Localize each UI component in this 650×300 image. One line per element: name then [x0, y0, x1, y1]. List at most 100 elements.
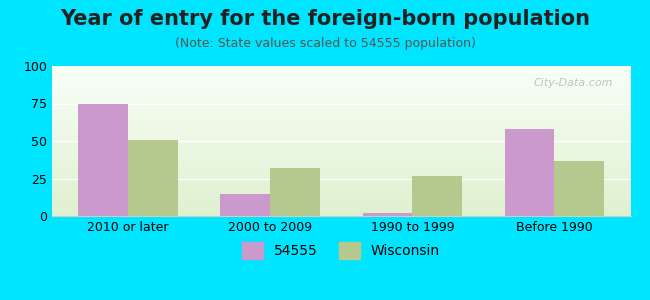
Bar	[52, 182, 630, 183]
Bar	[52, 69, 630, 70]
Bar	[52, 148, 630, 150]
Bar	[52, 70, 630, 72]
Bar	[52, 194, 630, 195]
Bar	[52, 108, 630, 110]
Bar	[52, 174, 630, 176]
Bar	[52, 208, 630, 210]
Text: City-Data.com: City-Data.com	[534, 78, 613, 88]
Bar	[52, 176, 630, 177]
Bar	[52, 189, 630, 190]
Bar	[52, 100, 630, 102]
Bar	[52, 186, 630, 188]
Bar	[52, 188, 630, 189]
Bar	[52, 94, 630, 96]
Bar	[270, 168, 320, 216]
Bar	[52, 167, 630, 168]
Bar	[52, 93, 630, 94]
Bar	[52, 141, 630, 142]
Bar	[52, 90, 630, 92]
Bar	[52, 138, 630, 140]
Bar	[52, 213, 630, 214]
Bar	[128, 140, 178, 216]
Bar	[52, 105, 630, 106]
Bar	[52, 76, 630, 78]
Bar	[52, 198, 630, 200]
Bar	[52, 85, 630, 87]
Bar	[52, 214, 630, 216]
Bar	[52, 177, 630, 178]
Bar	[52, 202, 630, 204]
Bar	[52, 136, 630, 138]
Bar	[52, 158, 630, 159]
Bar	[52, 120, 630, 122]
Bar	[52, 98, 630, 99]
Bar	[52, 178, 630, 180]
Bar	[52, 146, 630, 147]
Bar	[52, 135, 630, 136]
Bar	[52, 78, 630, 80]
Bar	[52, 162, 630, 164]
Bar	[52, 169, 630, 171]
Bar	[52, 92, 630, 93]
Bar	[52, 134, 630, 135]
Bar	[52, 165, 630, 166]
Bar	[52, 106, 630, 108]
Bar	[52, 132, 630, 134]
Bar	[52, 153, 630, 154]
Bar	[52, 75, 630, 76]
Bar	[52, 126, 630, 128]
Legend: 54555, Wisconsin: 54555, Wisconsin	[235, 235, 447, 266]
Bar	[52, 168, 630, 170]
Bar	[52, 160, 630, 162]
Bar	[52, 150, 630, 152]
Bar	[52, 74, 630, 75]
Bar	[52, 118, 630, 120]
Bar	[52, 152, 630, 153]
Bar	[52, 87, 630, 88]
Bar	[52, 200, 630, 201]
Bar	[52, 102, 630, 104]
Bar	[52, 96, 630, 98]
Bar	[52, 114, 630, 116]
Bar	[52, 156, 630, 158]
Bar	[52, 154, 630, 156]
Bar	[52, 80, 630, 81]
Bar	[52, 99, 630, 100]
Bar	[52, 72, 630, 74]
Bar	[52, 68, 630, 69]
Bar	[52, 116, 630, 117]
Bar	[52, 82, 630, 84]
Bar	[52, 117, 630, 118]
Bar	[52, 144, 630, 146]
Bar	[52, 180, 630, 182]
Bar	[52, 201, 630, 202]
Bar	[52, 147, 630, 148]
Bar	[52, 159, 630, 160]
Bar	[52, 129, 630, 130]
Bar	[52, 124, 630, 126]
Bar	[52, 195, 630, 196]
Bar	[52, 140, 630, 141]
Bar	[52, 207, 630, 208]
Bar	[52, 103, 630, 105]
Bar	[52, 110, 630, 111]
Bar	[78, 103, 128, 216]
Bar	[52, 210, 630, 212]
Bar	[52, 142, 630, 144]
Bar	[52, 172, 630, 174]
Bar	[363, 213, 412, 216]
Bar	[52, 88, 630, 90]
Bar	[52, 123, 630, 124]
Bar	[52, 171, 630, 172]
Bar	[52, 196, 630, 198]
Bar	[52, 128, 630, 129]
Bar	[504, 129, 554, 216]
Bar	[52, 111, 630, 112]
Bar	[52, 212, 630, 213]
Bar	[554, 160, 604, 216]
Bar	[52, 112, 630, 114]
Bar	[220, 194, 270, 216]
Bar	[52, 204, 630, 206]
Bar	[52, 183, 630, 184]
Bar	[52, 66, 630, 68]
